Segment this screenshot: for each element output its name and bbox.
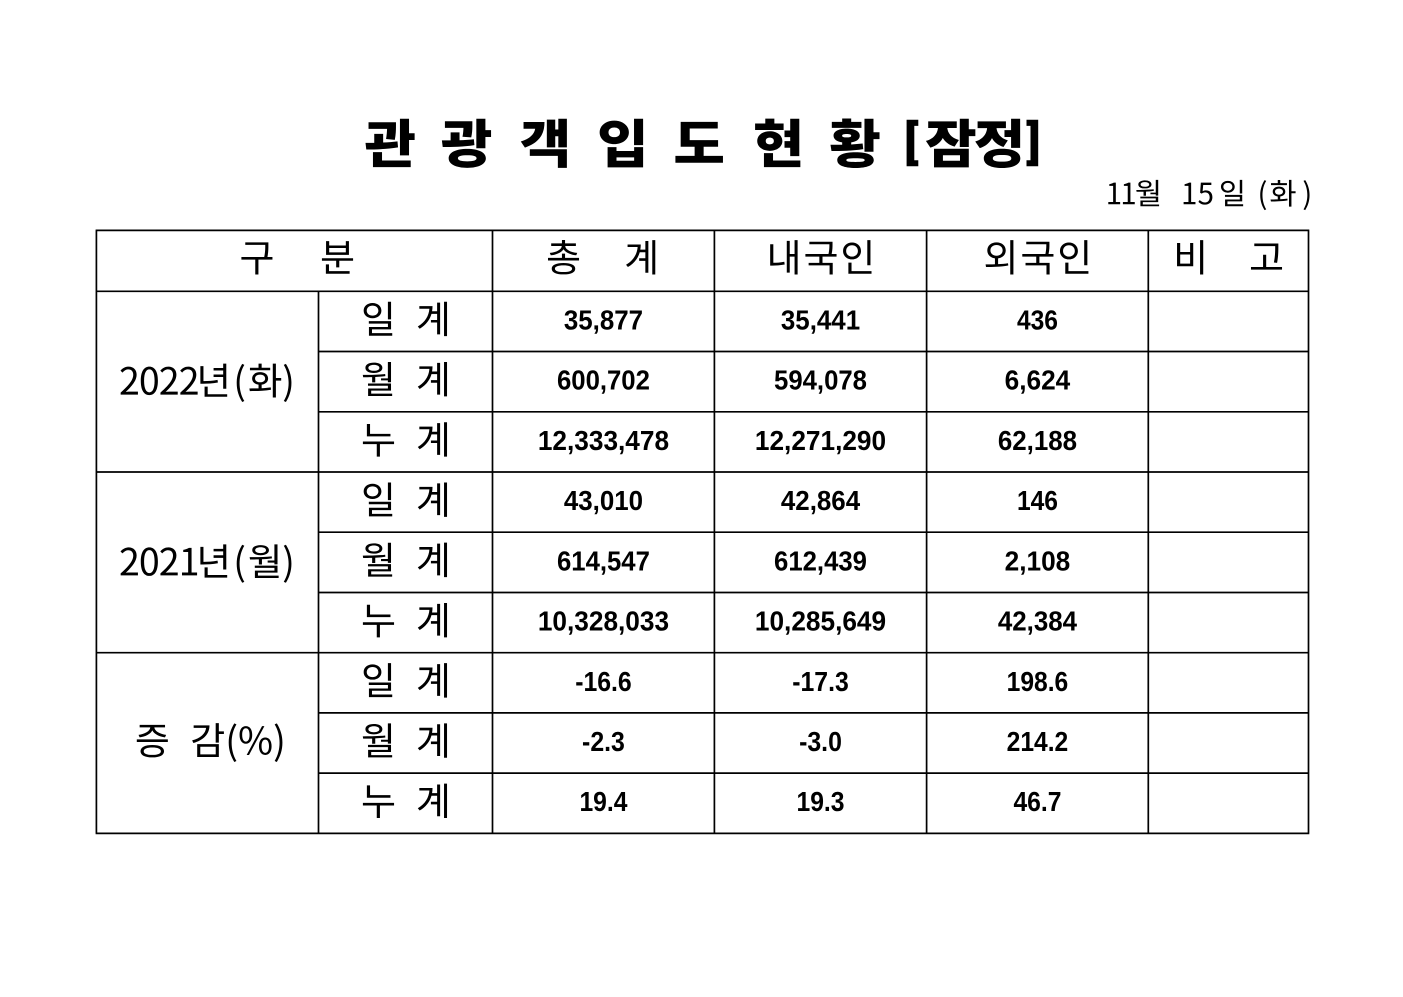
svg-text:614,547: 614,547 — [557, 545, 650, 576]
svg-text:19.4: 19.4 — [579, 786, 627, 817]
svg-text:600,702: 600,702 — [557, 365, 650, 396]
svg-text:214.2: 214.2 — [1007, 726, 1069, 757]
svg-text:436: 436 — [1017, 304, 1058, 335]
svg-text:2,108: 2,108 — [1005, 545, 1071, 576]
svg-text:42,864: 42,864 — [781, 485, 861, 516]
svg-text:6,624: 6,624 — [1005, 365, 1071, 396]
svg-text:42,384: 42,384 — [998, 606, 1078, 637]
svg-text:-2.3: -2.3 — [582, 726, 625, 757]
svg-text:35,877: 35,877 — [564, 304, 643, 335]
svg-text:-16.6: -16.6 — [575, 666, 632, 697]
svg-text:198.6: 198.6 — [1007, 666, 1069, 697]
svg-text:10,285,649: 10,285,649 — [755, 606, 886, 637]
svg-text:35,441: 35,441 — [781, 304, 860, 335]
svg-text:43,010: 43,010 — [564, 485, 643, 516]
svg-text:10,328,033: 10,328,033 — [538, 606, 669, 637]
svg-text:-3.0: -3.0 — [799, 726, 842, 757]
svg-text:146: 146 — [1017, 485, 1058, 516]
svg-text:612,439: 612,439 — [774, 545, 867, 576]
svg-text:46.7: 46.7 — [1013, 786, 1061, 817]
svg-text:-17.3: -17.3 — [792, 666, 849, 697]
svg-text:62,188: 62,188 — [998, 425, 1077, 456]
svg-text:12,333,478: 12,333,478 — [538, 425, 669, 456]
svg-text:19.3: 19.3 — [797, 786, 845, 817]
svg-text:594,078: 594,078 — [774, 365, 867, 396]
svg-text:12,271,290: 12,271,290 — [755, 425, 886, 456]
